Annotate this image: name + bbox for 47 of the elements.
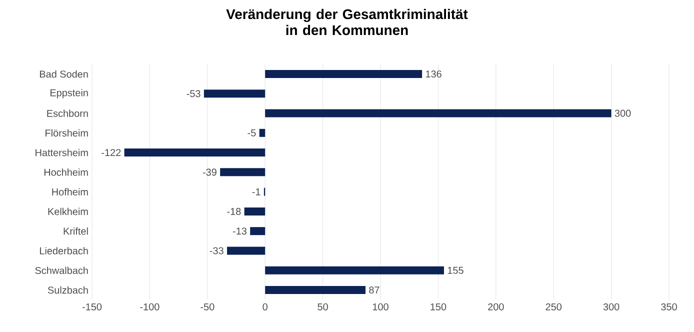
- data-label: -122: [102, 149, 121, 156]
- data-label: -13: [232, 228, 246, 235]
- data-label: -39: [202, 168, 216, 176]
- x-tick-label: 350: [661, 303, 677, 310]
- data-label: -1: [252, 188, 260, 196]
- chart-title: Veränderung der Gesamtkriminalität in den Kommunen: [226, 8, 468, 36]
- data-label: -18: [227, 208, 241, 215]
- y-tick-label: Bad Soden: [40, 70, 88, 78]
- bar: [265, 109, 612, 118]
- bar: [259, 128, 266, 137]
- y-tick-label: Hochheim: [44, 168, 88, 176]
- x-tick-label: 0: [262, 303, 268, 310]
- data-label: 136: [426, 70, 442, 78]
- data-label: -53: [186, 90, 200, 98]
- bar: [204, 90, 266, 98]
- x-tick-label: 200: [488, 303, 504, 310]
- bar: [124, 148, 266, 157]
- data-label: -33: [210, 247, 224, 254]
- y-tick-label: Eppstein: [50, 88, 88, 98]
- bar: [220, 168, 266, 176]
- x-tick-label: 300: [603, 303, 620, 310]
- bar: [244, 207, 266, 216]
- data-label: 155: [448, 266, 464, 274]
- y-tick-label: Hofheim: [52, 188, 88, 196]
- data-label: 300: [614, 110, 631, 117]
- x-tick-label: 150: [430, 303, 446, 310]
- x-tick-label: -150: [82, 303, 102, 310]
- y-tick-label: Kelkheim: [48, 208, 88, 216]
- x-tick-label: 50: [318, 303, 328, 310]
- bar: [265, 286, 366, 294]
- bar: [250, 227, 266, 236]
- x-tick-label: -50: [200, 303, 214, 310]
- y-tick-label: Kriftel: [64, 227, 88, 235]
- y-tick-label: Sulzbach: [48, 286, 88, 294]
- bar: [265, 70, 422, 78]
- y-tick-label: Schwalbach: [35, 266, 88, 274]
- data-label: 87: [369, 286, 380, 294]
- y-tick-label: Liederbach: [40, 247, 88, 254]
- x-tick-label: 100: [372, 303, 388, 310]
- y-tick-label: Hattersheim: [36, 148, 88, 156]
- y-tick-label: Flörsheim: [46, 129, 88, 137]
- bar: [227, 246, 266, 255]
- bar: [265, 266, 444, 274]
- x-tick-label: -100: [140, 303, 160, 310]
- data-label: -5: [248, 129, 256, 136]
- x-tick-label: 250: [546, 303, 562, 310]
- y-tick-label: Eschborn: [47, 110, 88, 117]
